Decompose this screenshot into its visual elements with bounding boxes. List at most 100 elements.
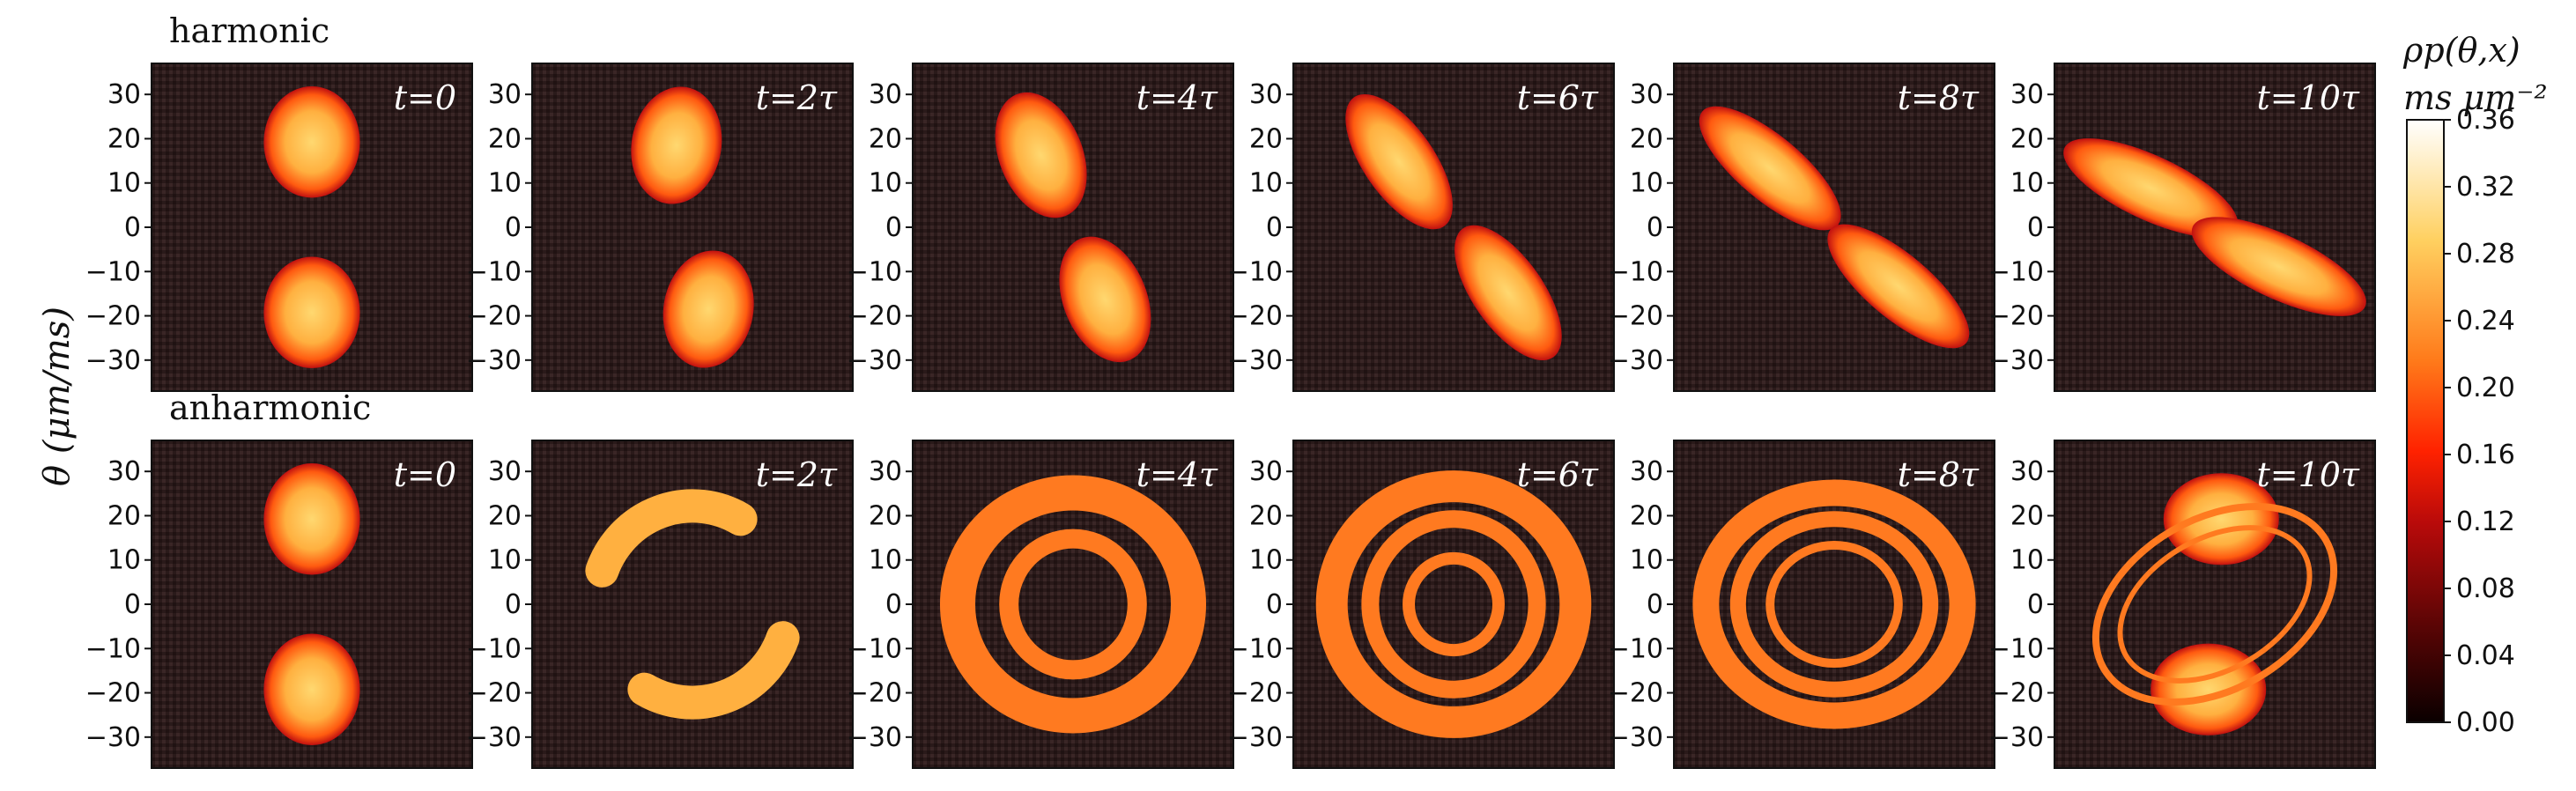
y-tick-label: 0 <box>1266 589 1283 620</box>
y-tick-label: 30 <box>1249 456 1283 487</box>
y-tick-label: −30 <box>1988 345 2044 376</box>
y-tick-label: 0 <box>2027 589 2044 620</box>
y-tick-label: 0 <box>1647 212 1663 243</box>
panel-1-3-time-label: t=6τ <box>1517 455 1599 494</box>
density-ring <box>1403 551 1505 657</box>
y-tick-label: 20 <box>488 123 522 154</box>
colorbar-tick-label: 0.00 <box>2456 707 2515 738</box>
density-arc <box>585 489 758 588</box>
y-tick-label: 20 <box>1630 500 1663 531</box>
colorbar-tick-label: 0.28 <box>2456 239 2515 270</box>
density-blob <box>263 86 360 198</box>
y-tick-label: 10 <box>488 168 522 199</box>
y-tick-label: −20 <box>1227 678 1283 709</box>
y-tick-label: 30 <box>1630 79 1663 110</box>
y-tick-label: 30 <box>107 79 141 110</box>
colorbar-tick-label: 0.36 <box>2456 105 2515 136</box>
y-tick-label: 10 <box>107 168 141 199</box>
density-ring <box>2117 525 2313 684</box>
y-tick-label: −30 <box>85 722 141 753</box>
y-tick-label: −10 <box>847 633 902 664</box>
y-tick-label: 0 <box>1266 212 1283 243</box>
y-tick-label: −30 <box>1608 345 1663 376</box>
row-label-harmonic: harmonic <box>169 11 329 50</box>
y-tick-label: −20 <box>1227 301 1283 332</box>
y-tick-label: −10 <box>1608 633 1663 664</box>
y-tick-label: −20 <box>1608 301 1663 332</box>
y-tick-label: −30 <box>1227 722 1283 753</box>
y-tick-label: −30 <box>1988 722 2044 753</box>
y-tick-label: 20 <box>869 123 902 154</box>
panel-0-2-time-label: t=4τ <box>1136 78 1218 117</box>
y-tick-label: −20 <box>847 301 902 332</box>
density-blob <box>1827 224 1970 349</box>
y-tick-label: −30 <box>1608 722 1663 753</box>
y-tick-label: 20 <box>107 123 141 154</box>
colorbar-tick-label: 0.04 <box>2456 640 2515 671</box>
y-tick-label: −10 <box>85 633 141 664</box>
y-tick-label: 0 <box>124 589 141 620</box>
y-tick-label: 20 <box>1249 500 1283 531</box>
density-ring <box>1729 511 1939 698</box>
y-axis-label: θ (μm/ms) <box>37 307 78 486</box>
y-tick-label: 20 <box>2010 500 2044 531</box>
colorbar-tick-label: 0.20 <box>2456 373 2515 403</box>
y-tick-label: 30 <box>869 79 902 110</box>
row-label-anharmonic: anharmonic <box>169 388 371 427</box>
y-tick-label: 0 <box>505 212 522 243</box>
y-tick-label: 30 <box>488 456 522 487</box>
y-tick-label: −20 <box>466 301 522 332</box>
colorbar-label: ρp(θ,x) <box>2402 31 2520 70</box>
y-tick-label: −10 <box>1608 256 1663 287</box>
density-ring <box>2091 503 2338 706</box>
y-tick-label: 10 <box>488 545 522 576</box>
y-tick-label: 10 <box>1249 168 1283 199</box>
y-tick-label: −20 <box>1608 678 1663 709</box>
panel-1-1-time-label: t=2τ <box>756 455 838 494</box>
density-blob <box>631 86 722 204</box>
y-tick-label: 20 <box>2010 123 2044 154</box>
y-tick-label: 10 <box>107 545 141 576</box>
density-ring <box>1692 479 1976 729</box>
y-tick-label: −20 <box>847 678 902 709</box>
y-tick-label: 0 <box>885 589 902 620</box>
y-tick-label: 20 <box>1630 123 1663 154</box>
panel-0-0-time-label: t=0 <box>394 78 456 117</box>
density-blob <box>2063 138 2239 238</box>
density-blob <box>1059 236 1151 363</box>
y-tick-label: 10 <box>1630 168 1663 199</box>
colorbar-tick-label: 0.32 <box>2456 172 2515 203</box>
density-blob <box>263 256 360 368</box>
y-tick-label: −30 <box>466 345 522 376</box>
y-tick-label: −10 <box>1988 256 2044 287</box>
panel-0-4-time-label: t=8τ <box>1898 78 1980 117</box>
y-tick-label: −30 <box>466 722 522 753</box>
y-tick-label: 20 <box>107 500 141 531</box>
colorbar: ρp(θ,x) ms μm⁻² 0.36 0.32 0.28 0.24 0.20 0.16… <box>2402 31 2548 738</box>
y-tick-label: 20 <box>1249 123 1283 154</box>
y-tick-label: 30 <box>107 456 141 487</box>
y-tick-label: −10 <box>1988 633 2044 664</box>
y-tick-label: −10 <box>85 256 141 287</box>
density-blob <box>1345 93 1453 230</box>
density-arc <box>627 621 800 720</box>
y-tick-label: −20 <box>85 301 141 332</box>
colorbar-unit: ms μm⁻² <box>2403 78 2548 117</box>
panel-1-0-time-label: t=0 <box>394 455 456 494</box>
density-ring <box>1765 541 1903 668</box>
density-blob <box>263 463 360 575</box>
colorbar-tick-label: 0.12 <box>2456 506 2515 537</box>
y-tick-label: 10 <box>2010 545 2044 576</box>
density-blob <box>1699 106 1841 231</box>
y-tick-label: 20 <box>488 500 522 531</box>
y-tick-label: 10 <box>1249 545 1283 576</box>
y-tick-label: −30 <box>1227 345 1283 376</box>
y-tick-label: −10 <box>1227 256 1283 287</box>
colorbar-tick-label: 0.08 <box>2456 573 2515 604</box>
y-tick-label: 30 <box>488 79 522 110</box>
y-tick-label: −20 <box>466 678 522 709</box>
y-tick-label: 0 <box>505 589 522 620</box>
y-tick-label: −20 <box>1988 678 2044 709</box>
y-tick-label: −30 <box>85 345 141 376</box>
